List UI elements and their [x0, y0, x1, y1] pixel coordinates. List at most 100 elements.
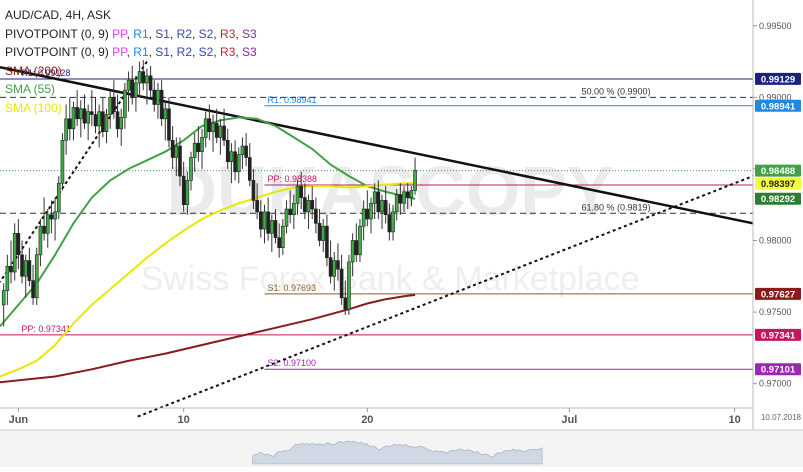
level-label: S2: 0.97100	[267, 358, 316, 368]
navigator[interactable]	[0, 429, 803, 467]
candle	[20, 240, 24, 284]
candle	[9, 240, 13, 284]
candle	[207, 104, 212, 141]
pivot-level-name: R3	[220, 26, 236, 41]
pivot-separator: ,	[192, 45, 199, 59]
candle-body	[295, 185, 300, 204]
candle-body	[145, 75, 149, 84]
price-tick-label: 0.98000	[759, 236, 792, 246]
candle	[123, 83, 127, 129]
pivot-separator: ,	[169, 26, 177, 41]
candle-body	[119, 117, 124, 130]
candle	[281, 219, 285, 255]
price-axis-background	[753, 0, 803, 430]
candle	[376, 180, 381, 220]
candle	[222, 108, 226, 147]
candle-body	[134, 82, 138, 98]
candle-body	[336, 260, 340, 270]
candle-body	[350, 240, 355, 263]
candle-body	[64, 118, 68, 141]
candle	[409, 186, 414, 207]
candle	[273, 209, 278, 244]
candle	[225, 128, 230, 169]
candle	[332, 251, 337, 291]
candle	[137, 61, 142, 98]
candle-body	[325, 225, 329, 258]
candle-body	[409, 190, 414, 198]
candle	[295, 180, 300, 215]
candle-body	[303, 197, 307, 213]
candle	[240, 137, 245, 169]
time-tick-label: Jun	[9, 414, 29, 426]
candle	[192, 133, 197, 172]
candle	[347, 254, 351, 315]
pivot-indicator-label: PIVOTPOINT (0, 9)	[5, 26, 113, 41]
candle-body	[387, 214, 392, 233]
pivot-level-name: R3	[220, 45, 236, 59]
candle-body	[207, 118, 212, 133]
candle-body	[214, 122, 219, 138]
candle-body	[376, 191, 381, 213]
moving-averages	[0, 116, 416, 384]
candle	[350, 233, 355, 277]
candle	[321, 219, 326, 252]
candle	[270, 214, 274, 252]
level-label: R1: 0.98941	[267, 95, 316, 105]
candle	[284, 200, 289, 234]
candle-body	[383, 200, 388, 216]
candle-body	[255, 200, 259, 213]
price-tag	[755, 192, 801, 205]
candle	[108, 90, 112, 129]
candle-body	[181, 175, 186, 206]
candle-body	[12, 233, 17, 273]
candle-body	[115, 111, 120, 130]
candle-body	[101, 111, 105, 133]
candle	[325, 214, 329, 267]
candle-body	[398, 194, 403, 204]
watermark: DUKASCOPY Swiss Forex Bank & Marketplace	[141, 152, 640, 298]
candle	[181, 161, 186, 212]
time-tick-label: Jul	[561, 414, 577, 426]
candle-body	[156, 89, 160, 105]
candle	[53, 197, 57, 241]
candle-body	[394, 194, 399, 213]
candle-body	[178, 145, 182, 177]
time-tick-label: 10	[178, 414, 190, 426]
pivot-level-name: R1	[133, 26, 149, 41]
candle-body	[314, 208, 318, 224]
legend-pivot-row: PIVOTPOINT (0, 9) PP, R1, S1, R2, S2, R3…	[5, 25, 257, 44]
candle-body	[321, 225, 326, 241]
candle-body	[112, 97, 116, 112]
candle-body	[413, 170, 417, 191]
candle	[266, 197, 270, 241]
candle-body	[192, 142, 197, 158]
candle-body	[108, 97, 112, 115]
candle-body	[258, 211, 263, 230]
candle-body	[218, 125, 223, 138]
candle-body	[170, 139, 175, 158]
candle	[387, 203, 392, 241]
candle	[258, 200, 263, 238]
candle-body	[225, 139, 230, 163]
candle-body	[27, 260, 32, 281]
candle-body	[339, 268, 344, 299]
watermark-tagline: Swiss Forex Bank & Marketplace	[141, 260, 640, 298]
candle-body	[361, 208, 366, 227]
pivot-separator: ,	[192, 26, 199, 41]
candle	[79, 100, 83, 138]
candle	[119, 108, 124, 147]
candle	[361, 200, 366, 241]
candle-body	[284, 208, 289, 227]
candle	[159, 80, 164, 126]
price-tag-label: 0.98941	[761, 101, 796, 112]
legend-sma-entry: SMA (100)	[5, 100, 62, 115]
candle	[372, 183, 377, 220]
candle-body	[233, 151, 237, 173]
candle	[358, 219, 362, 262]
pivot-separator: ,	[148, 26, 156, 41]
candle	[148, 65, 153, 98]
candle-body	[369, 202, 373, 220]
price-axis: 0.995000.990000.985000.980000.975000.970…	[752, 0, 803, 430]
candle-body	[137, 71, 142, 84]
